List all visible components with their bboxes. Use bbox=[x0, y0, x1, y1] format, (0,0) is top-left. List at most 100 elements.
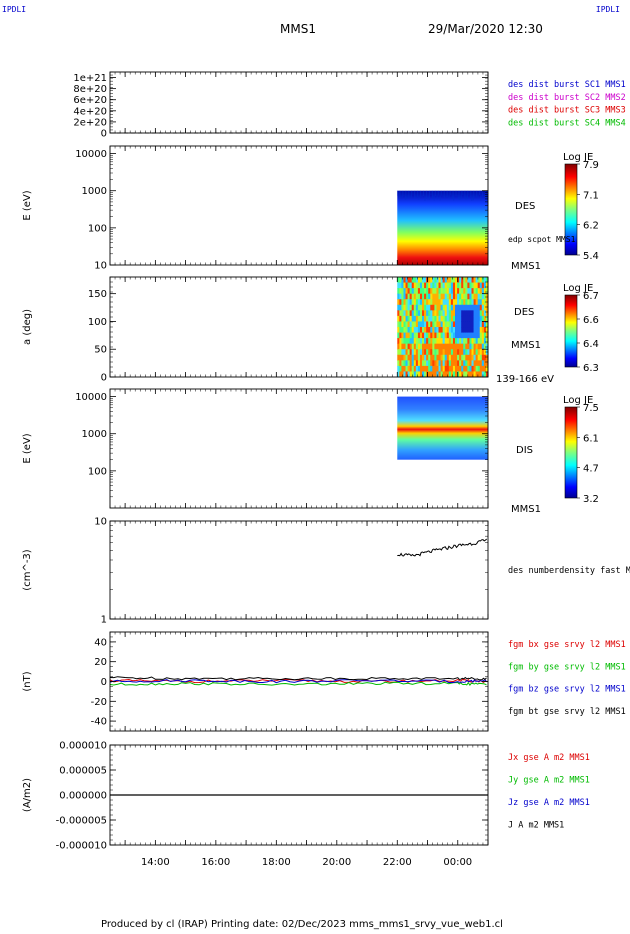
spectrogram-cell bbox=[411, 315, 415, 322]
y-tick-label: 0 bbox=[101, 129, 107, 140]
spectrogram-cell bbox=[403, 354, 407, 361]
spectrogram-cell bbox=[399, 315, 402, 322]
spectrogram-cell bbox=[424, 371, 427, 378]
spectrogram-cell bbox=[457, 293, 460, 300]
spectrogram-cell bbox=[436, 360, 440, 367]
spectrogram-cell bbox=[399, 327, 402, 334]
spectrogram-cell bbox=[405, 371, 409, 378]
spectrogram-cell bbox=[446, 338, 450, 345]
spectrogram-cell bbox=[434, 371, 437, 378]
spectrogram-cell bbox=[426, 321, 429, 328]
y-axis-label: (cm^-3) bbox=[22, 549, 33, 590]
spectrogram-cell bbox=[469, 327, 473, 334]
spectrogram-cell bbox=[448, 360, 452, 367]
spectrogram-cell bbox=[401, 315, 404, 322]
spectrogram-cell bbox=[401, 365, 404, 372]
spectrogram-cell bbox=[419, 310, 423, 317]
spectrogram-cell bbox=[422, 288, 425, 295]
spectrogram-cell bbox=[424, 190, 426, 201]
spectrogram-cell bbox=[399, 332, 402, 339]
spectrogram-cell bbox=[401, 288, 404, 295]
y-tick-label: 0.000000 bbox=[59, 791, 107, 802]
spectrogram-cell bbox=[465, 338, 468, 345]
spectrogram-cell bbox=[446, 371, 450, 378]
spectrogram-cell bbox=[469, 332, 473, 339]
spectrogram-cell bbox=[477, 304, 481, 311]
spectrogram-cell bbox=[401, 327, 404, 334]
spectrogram-cell bbox=[450, 365, 454, 372]
spectrogram-cell bbox=[419, 282, 423, 289]
spectrogram-cell bbox=[452, 310, 456, 317]
spectrogram-cell bbox=[455, 282, 458, 289]
spectrogram-cell bbox=[479, 371, 483, 378]
spectrogram-cell bbox=[457, 315, 460, 322]
spectrogram-cell bbox=[440, 365, 444, 372]
spectrogram-cell bbox=[467, 349, 470, 356]
legend-entry: J A m2 MMS1 bbox=[508, 821, 564, 831]
spectrogram-cell bbox=[457, 299, 460, 306]
spectrogram-cell bbox=[409, 354, 413, 361]
spectrogram-cell bbox=[483, 321, 487, 328]
spectrogram-cell bbox=[432, 327, 435, 334]
spectrogram-cell bbox=[459, 282, 462, 289]
spectrogram-cell bbox=[446, 315, 450, 322]
spectrogram-cell bbox=[483, 343, 487, 350]
spectrogram-cell bbox=[452, 299, 456, 306]
spectrogram-cell bbox=[475, 343, 479, 350]
legend-entry: fgm bt gse srvy l2 MMS1 bbox=[508, 707, 626, 717]
spectrogram-cell bbox=[430, 190, 432, 195]
spectrogram-cell bbox=[444, 321, 448, 328]
y-tick-label: 40 bbox=[94, 637, 107, 648]
spectrogram-cell bbox=[426, 190, 428, 199]
spectrogram-cell bbox=[459, 299, 462, 306]
spectrogram-cell bbox=[479, 349, 483, 356]
spectrogram-cell bbox=[477, 338, 481, 345]
spectrogram-cell bbox=[401, 343, 404, 350]
spectrogram-cell bbox=[407, 315, 411, 322]
colorbar-tick-label: 4.7 bbox=[583, 464, 599, 475]
spectrogram-cell bbox=[445, 190, 447, 197]
spectrogram-cell bbox=[436, 354, 440, 361]
spectrogram-cell bbox=[481, 360, 485, 367]
spectrogram-cell bbox=[409, 288, 413, 295]
x-tick-label: 14:00 bbox=[141, 857, 170, 868]
spectrogram-cell bbox=[461, 343, 464, 350]
spectrogram-cell bbox=[477, 354, 481, 361]
spectrogram-cell bbox=[434, 332, 437, 339]
spectrogram-cell bbox=[400, 190, 402, 199]
spectrogram-cell bbox=[430, 371, 433, 378]
spectrogram-cell bbox=[411, 371, 415, 378]
spectrogram-cell bbox=[459, 321, 462, 328]
spectrogram-cell bbox=[422, 315, 425, 322]
spectrogram-cell bbox=[401, 360, 404, 367]
spectrogram-cell bbox=[484, 190, 486, 199]
spectrogram-cell bbox=[438, 338, 442, 345]
spectrogram-cell bbox=[417, 288, 421, 295]
spectrogram-cell bbox=[428, 360, 431, 367]
spectrogram-cell bbox=[475, 304, 479, 311]
spectrogram-cell bbox=[459, 354, 462, 361]
spectrogram-cell bbox=[448, 310, 452, 317]
spectrogram-cell bbox=[452, 338, 456, 345]
spectrogram-cell bbox=[446, 288, 450, 295]
legend-entry: fgm by gse srvy l2 MMS1 bbox=[508, 662, 626, 672]
panel-fgm: -40 -20 0 20 40 (nT) fgm bx gse srvy l2 MMS1 fg… bbox=[22, 631, 626, 732]
spectrogram-cell bbox=[454, 190, 456, 197]
spectrogram-cell bbox=[448, 349, 452, 356]
spectrogram-cell bbox=[465, 293, 468, 300]
spectrogram-cell bbox=[475, 332, 479, 339]
spectrogram-cell bbox=[440, 338, 444, 345]
spectrogram-cell bbox=[475, 327, 479, 334]
spectrogram-cell bbox=[422, 299, 425, 306]
spectrogram-cell bbox=[403, 282, 407, 289]
spectrogram-cell bbox=[430, 354, 433, 361]
spectrogram-cell bbox=[465, 365, 468, 372]
spectrogram-cell bbox=[481, 304, 485, 311]
spectrogram-cell bbox=[428, 282, 431, 289]
spectrogram-cell bbox=[463, 277, 466, 284]
spectrogram-cell bbox=[428, 332, 431, 339]
spectrogram-cell bbox=[459, 327, 462, 334]
spectrogram-cell bbox=[477, 371, 481, 378]
spectrogram-cell bbox=[403, 315, 407, 322]
